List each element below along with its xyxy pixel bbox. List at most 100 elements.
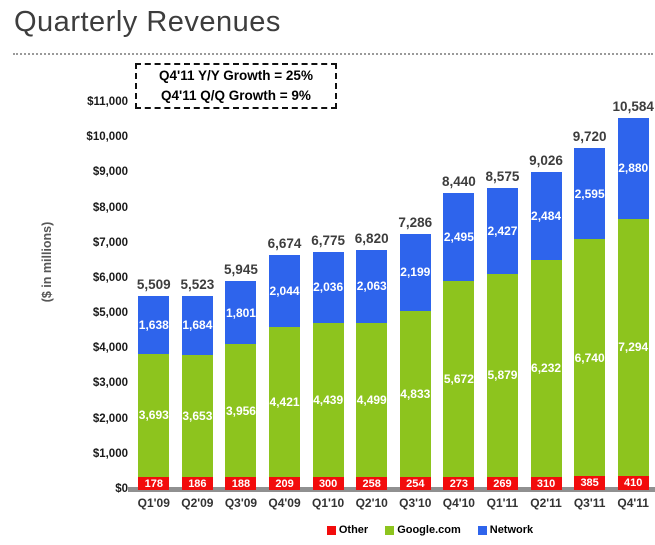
x-tick-label: Q1'11 <box>486 496 519 510</box>
legend-label: Other <box>338 524 369 536</box>
segment-value-label: 4,421 <box>269 395 300 410</box>
bar-segment-other: 269 <box>486 477 518 490</box>
x-tick-label: Q1'09 <box>137 496 170 510</box>
bar-total-label: 9,026 <box>529 153 563 169</box>
x-tick-label: Q4'10 <box>442 496 475 510</box>
bar-total-label: 6,820 <box>354 231 389 247</box>
legend: Other Google.com Network <box>205 524 655 536</box>
growth-callout-line1: Q4'11 Y/Y Growth = 25% <box>159 67 313 83</box>
segment-value-label: 410 <box>624 476 643 489</box>
bar-segment-other: 254 <box>399 477 431 490</box>
legend-item-google-com: Google.com <box>385 524 461 536</box>
bar-segment-other: 410 <box>617 475 649 490</box>
y-tick-label: $1,000 <box>92 447 128 460</box>
bar-segment-other: 273 <box>443 477 475 490</box>
y-tick-label: $2,000 <box>92 412 128 425</box>
bar-segment-other: 178 <box>138 477 170 490</box>
bar-segment-google-com: 4,421 <box>269 327 301 477</box>
segment-value-label: 254 <box>406 477 425 490</box>
segment-value-label: 2,880 <box>618 161 649 176</box>
bar-segment-google-com: 3,693 <box>138 353 170 477</box>
segment-value-label: 2,484 <box>531 209 562 224</box>
y-tick-label: $11,000 <box>87 96 128 108</box>
x-tick-label: Q3'10 <box>399 496 432 510</box>
growth-callout-line2: Q4'11 Q/Q Growth = 9% <box>161 88 311 103</box>
segment-value-label: 2,427 <box>487 224 518 238</box>
bar-segment-other: 258 <box>356 477 388 490</box>
bar-segment-network: 2,595 <box>574 148 606 240</box>
bar-segment-google-com: 5,672 <box>443 280 475 477</box>
bar-segment-google-com: 6,740 <box>574 239 606 477</box>
page-title: Quarterly Revenues <box>14 6 281 38</box>
bar-total-label: 9,720 <box>572 129 607 145</box>
segment-value-label: 273 <box>449 477 469 490</box>
bar-segment-network: 1,801 <box>225 280 257 345</box>
x-tick-label: Q2'10 <box>355 496 388 510</box>
bar-segment-network: 2,036 <box>312 251 344 324</box>
bar-segment-other: 300 <box>312 477 344 490</box>
bar-segment-other: 385 <box>574 476 606 490</box>
segment-value-label: 4,499 <box>356 392 387 407</box>
bar-total-label: 5,509 <box>136 277 171 293</box>
y-tick-label: $0 <box>115 483 128 495</box>
bar-segment-google-com: 6,232 <box>530 259 562 477</box>
x-tick-label: Q2'09 <box>181 496 214 510</box>
segment-value-label: 6,232 <box>531 361 562 376</box>
x-tick-label: Q1'10 <box>312 496 345 510</box>
bar-total-label: 5,945 <box>224 261 258 277</box>
bar-segment-network: 2,484 <box>530 172 562 260</box>
y-tick-label: $8,000 <box>92 201 128 214</box>
segment-value-label: 300 <box>318 477 338 490</box>
legend-swatch-icon <box>385 525 395 535</box>
bar-total-label: 6,775 <box>311 232 346 248</box>
segment-value-label: 186 <box>188 477 207 490</box>
bar-segment-network: 1,684 <box>181 295 213 355</box>
bar-segment-network: 2,495 <box>443 193 475 281</box>
segment-value-label: 5,879 <box>487 368 518 383</box>
segment-value-label: 2,595 <box>574 186 605 201</box>
title-separator <box>13 53 653 55</box>
bar-total-label: 10,584 <box>612 98 654 114</box>
x-tick-label: Q2'11 <box>530 496 562 510</box>
bar-segment-network: 2,880 <box>617 117 649 219</box>
segment-value-label: 2,036 <box>313 280 344 295</box>
bar-total-label: 8,440 <box>441 174 476 190</box>
bar-segment-google-com: 7,294 <box>617 218 649 476</box>
segment-value-label: 3,693 <box>138 408 169 423</box>
bar-segment-other: 188 <box>225 477 257 490</box>
bar-segment-network: 2,427 <box>486 188 518 274</box>
y-tick-label: $3,000 <box>92 377 128 390</box>
segment-value-label: 3,956 <box>225 403 256 418</box>
bar-segment-network: 1,638 <box>138 296 170 354</box>
y-tick-label: $6,000 <box>92 271 128 284</box>
y-tick-label: $10,000 <box>86 131 128 144</box>
bar-segment-google-com: 4,833 <box>399 311 431 477</box>
legend-swatch-icon <box>477 525 487 535</box>
segment-value-label: 258 <box>362 477 381 490</box>
y-tick-label: $5,000 <box>92 307 128 320</box>
bar-segment-other: 209 <box>269 477 301 490</box>
segment-value-label: 1,638 <box>138 317 169 332</box>
bar-segment-other: 310 <box>530 477 562 490</box>
bar-total-label: 5,523 <box>180 276 215 292</box>
y-tick-label: $4,000 <box>92 342 128 355</box>
x-axis-baseline <box>128 487 655 492</box>
bar-segment-google-com: 5,879 <box>486 273 518 477</box>
bar-segment-google-com: 4,499 <box>356 322 388 477</box>
segment-value-label: 1,801 <box>225 305 256 320</box>
segment-value-label: 4,439 <box>313 393 344 408</box>
bar-total-label: 6,674 <box>267 236 302 252</box>
segment-value-label: 2,495 <box>443 229 474 244</box>
segment-value-label: 385 <box>580 477 599 490</box>
bar-total-label: 7,286 <box>398 214 433 230</box>
legend-item-other: Other <box>326 524 369 536</box>
legend-label: Network <box>489 524 534 536</box>
legend-swatch-icon <box>326 525 336 535</box>
segment-value-label: 1,684 <box>182 318 213 333</box>
bar-segment-google-com: 3,956 <box>225 344 257 477</box>
growth-callout: Q4'11 Y/Y Growth = 25% Q4'11 Q/Q Growth … <box>135 63 337 109</box>
bar-segment-network: 2,199 <box>399 233 431 312</box>
segment-value-label: 209 <box>275 477 294 490</box>
